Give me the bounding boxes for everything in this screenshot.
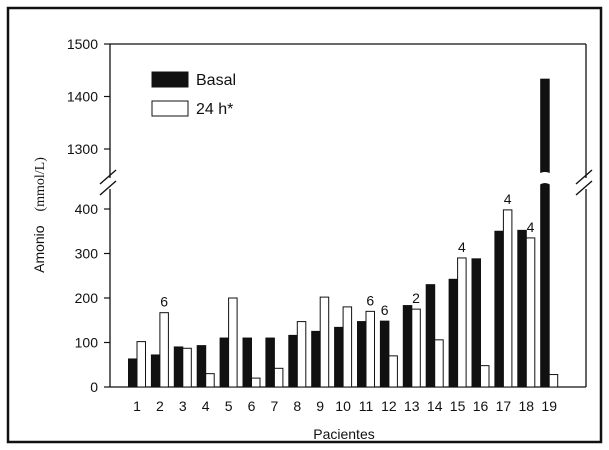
bar-annotation: 4 [504,191,512,207]
bar-24h-3 [182,347,192,388]
x-tick-label: 19 [541,398,557,414]
bar-annotation: 4 [527,219,535,235]
axis-break-right [575,169,593,196]
x-tick-label: 10 [335,398,351,414]
y-tick-label: 200 [75,290,99,306]
x-tick-label: 18 [519,398,535,414]
y-axis-ticks: 0 100 200 300 400 1300 1400 1500 [67,36,110,395]
x-tick-label: 4 [202,398,210,414]
bar-24h-4 [205,373,215,388]
bar-24h-17 [502,209,513,388]
bar-annotation: 4 [458,239,466,255]
bar-basal-1 [128,358,138,388]
bar-annotation: 6 [381,302,389,318]
bar-24h-9 [319,296,330,388]
y-tick-label: 100 [75,335,99,351]
bar-basal-19 [540,78,550,388]
x-tick-label: 12 [381,398,397,414]
bar-annotation: 6 [366,292,374,308]
x-tick-label: 9 [316,398,324,414]
x-tick-label: 14 [427,398,443,414]
bar-24h-16 [480,365,490,388]
bar-24h-15 [457,257,467,388]
x-tick-label: 5 [225,398,233,414]
bar-basal-2 [150,354,161,388]
legend-label-24h: 24 h* [196,101,233,118]
x-tick-label: 8 [293,398,301,414]
bar-basal-6 [242,337,252,388]
bar-24h-18 [525,237,536,388]
bar-basal-12 [379,320,390,388]
x-tick-label: 16 [473,398,489,414]
x-tick-label: 17 [496,398,512,414]
x-tick-label: 7 [271,398,279,414]
x-tick-label: 13 [404,398,420,414]
bar-basal-8 [288,334,298,388]
bar-basal-10 [334,326,344,388]
bar-break-curve [538,172,552,185]
y-axis-title-unit: (mmol/L) [33,157,48,212]
bar-24h-1 [136,341,146,388]
legend: Basal 24 h* [151,71,236,118]
legend-label-basal: Basal [196,72,236,89]
bar-24h-19 [548,374,559,388]
bar-24h-6 [251,377,261,388]
bar-24h-14 [434,339,444,388]
y-tick-label: 300 [75,246,99,262]
y-tick-label: 0 [90,379,98,395]
bar-basal-18 [517,229,527,388]
bar-24h-11 [365,310,375,388]
y-axis-title: Amonio (mmol/L) [31,157,48,273]
x-tick-label: 15 [450,398,466,414]
bar-basal-11 [357,321,367,388]
axis-break-left [99,169,117,196]
x-axis-title: Pacientes [313,426,374,442]
bar-basal-4 [196,345,207,388]
bar-24h-7 [273,367,284,388]
bar-basal-9 [311,330,321,388]
legend-swatch-24h [151,100,189,117]
bar-24h-10 [342,306,353,388]
bar-24h-5 [228,297,238,388]
bar-basal-5 [219,337,230,388]
bar-break-gap [539,173,551,183]
bar-24h-12 [388,355,398,388]
bar-basal-3 [173,346,184,388]
x-tick-label: 11 [359,398,374,414]
y-tick-label: 1400 [67,89,98,105]
bar-24h-8 [296,321,307,388]
bar-series [128,78,559,388]
x-axis-ticks: 1 2 3 4 5 6 7 8 9 10 11 12 13 14 15 16 17 18 19 [133,398,557,414]
bar-basal-15 [448,278,459,388]
bar-annotation: 6 [160,294,168,310]
bar-basal-13 [402,305,413,388]
y-axis-title-main: Amonio [31,225,47,273]
bar-24h-13 [411,308,421,388]
bar-basal-14 [425,284,436,388]
y-tick-label: 1300 [67,141,98,157]
x-tick-label: 6 [248,398,256,414]
y-tick-label: 1500 [67,36,98,52]
bar-basal-7 [265,337,275,388]
y-tick-label: 400 [75,201,99,217]
x-tick-label: 1 [133,398,141,414]
x-tick-label: 2 [156,398,164,414]
bar-annotation: 2 [412,290,420,306]
legend-swatch-basal [151,71,189,88]
bar-basal-17 [494,230,504,388]
bar-24h-2 [159,312,169,388]
bar-basal-16 [471,258,481,388]
x-tick-label: 3 [179,398,187,414]
